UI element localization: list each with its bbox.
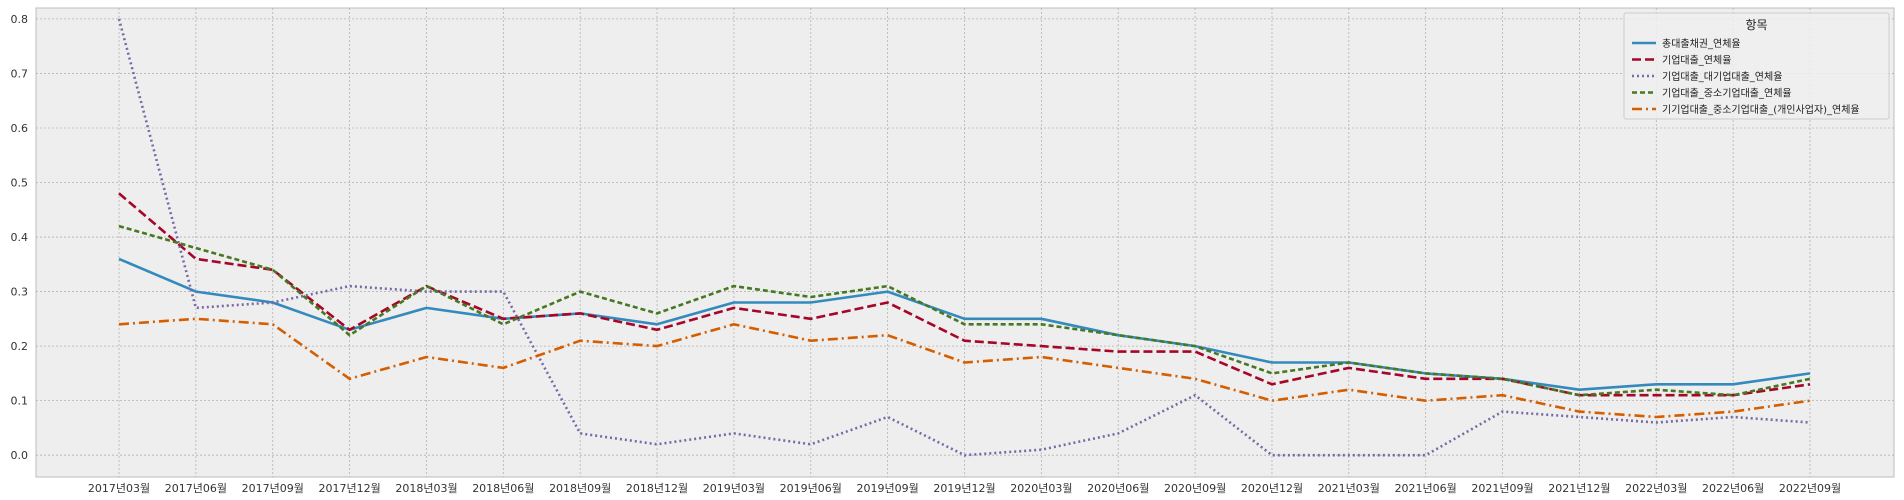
- x-tick-label: 2019년03월: [703, 482, 765, 495]
- x-tick-label: 2019년06월: [780, 482, 842, 495]
- x-tick-label: 2020년12월: [1241, 482, 1303, 495]
- x-tick-label: 2019년12월: [933, 482, 995, 495]
- x-tick-label: 2017년06월: [165, 482, 227, 495]
- x-tick-label: 2017년09월: [242, 482, 304, 495]
- y-tick-label: 0.7: [11, 67, 29, 80]
- y-tick-label: 0.1: [11, 395, 29, 408]
- y-tick-label: 0.0: [11, 449, 29, 462]
- series-lines: [117, 18, 1811, 457]
- x-tick-label: 2018년09월: [549, 482, 611, 495]
- y-tick-label: 0.5: [11, 177, 29, 190]
- series-line-4: [118, 224, 1811, 397]
- x-tick-label: 2020년09월: [1164, 482, 1226, 495]
- legend-label: 총대출채권_연체율: [1662, 38, 1741, 50]
- y-tick-label: 0.8: [11, 13, 29, 26]
- x-tick-label: 2019년09월: [857, 482, 919, 495]
- y-axis: 0.0 0.1 0.2 0.3 0.4 0.5 0.6 0.7 0.8: [11, 13, 29, 462]
- x-tick-label: 2018년03월: [395, 482, 457, 495]
- x-tick-label: 2021년03월: [1318, 482, 1380, 495]
- plot-area: [35, 7, 1895, 478]
- x-tick-label: 2021년09월: [1471, 482, 1533, 495]
- series-line-3: [117, 18, 1811, 457]
- legend: 항목 총대출채권_연체율기업대출_연체율기업대출_대기업대출_연체율기업대출_중…: [1623, 12, 1890, 120]
- y-tick-label: 0.2: [11, 340, 29, 353]
- x-tick-label: 2021년06월: [1395, 482, 1457, 495]
- legend-label: 기업대출_대기업대출_연체율: [1662, 70, 1782, 83]
- x-tick-label: 2017년12월: [318, 482, 380, 495]
- x-tick-label: 2022년06월: [1702, 482, 1764, 495]
- x-tick-label: 2020년06월: [1087, 482, 1149, 495]
- x-tick-label: 2018년06월: [472, 482, 534, 495]
- x-tick-label: 2021년12월: [1548, 482, 1610, 495]
- x-axis: 2017년03월 2017년06월 2017년09월 2017년12월 2018년03월…: [88, 482, 1841, 495]
- legend-label: 기업대출_연체율: [1662, 54, 1731, 67]
- legend-label: 기기업대출_중소기업대출_(개인사업자)_연체율: [1662, 103, 1860, 116]
- y-tick-label: 0.3: [11, 286, 29, 299]
- legend-label: 기업대출_중소기업대출_연체율: [1662, 87, 1792, 100]
- series-line-5: [118, 317, 1811, 419]
- x-tick-label: 2020년03월: [1010, 482, 1072, 495]
- y-tick-label: 0.4: [11, 231, 29, 244]
- x-tick-label: 2018년12월: [626, 482, 688, 495]
- legend-title: 항목: [1745, 18, 1767, 32]
- y-tick-label: 0.6: [11, 122, 29, 135]
- x-tick-label: 2022년09월: [1779, 482, 1841, 495]
- x-tick-label: 2017년03월: [88, 482, 150, 495]
- grid-lines: [36, 8, 1894, 477]
- series-line-1: [118, 257, 1811, 392]
- x-tick-label: 2022년03월: [1625, 482, 1687, 495]
- legend-box: [1623, 12, 1890, 120]
